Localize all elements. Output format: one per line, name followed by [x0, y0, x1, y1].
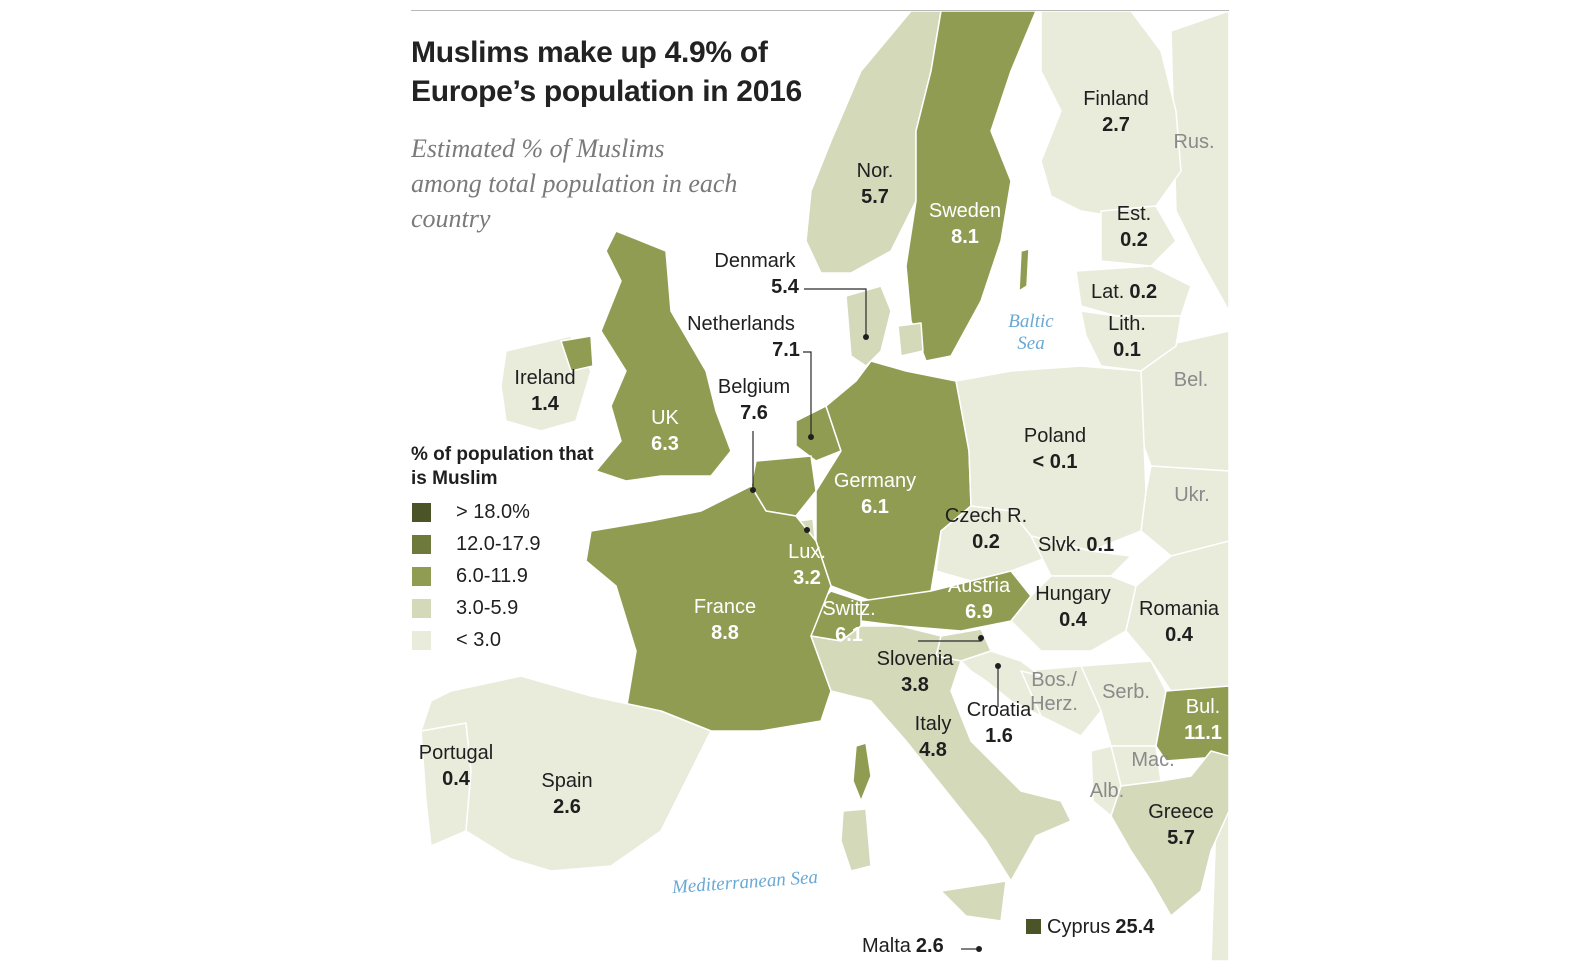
legend-swatch: [412, 567, 431, 586]
region-uk: [595, 230, 732, 482]
region-russia-west: [1170, 11, 1229, 961]
map-legend: % of population that is Muslim > 18.0% 1…: [411, 443, 611, 657]
label-uk: UK 6.3: [651, 407, 679, 455]
leader-dot-belgium: [750, 487, 756, 493]
legend-swatch: [412, 535, 431, 554]
europe-map: [420, 11, 1229, 961]
region-estonia: [1100, 205, 1177, 267]
label-bosnia: Bos./ Herz.: [1030, 669, 1078, 715]
label-austria: Austria 6.9: [947, 575, 1011, 623]
region-denmark: [845, 285, 892, 367]
region-poland: [955, 365, 1147, 552]
label-ireland: Ireland 1.4: [514, 367, 576, 415]
label-lithuania: Lith. 0.1: [1108, 313, 1146, 361]
region-bulgaria: [1155, 685, 1229, 762]
label-spain: Spain 2.6: [541, 770, 593, 818]
legend-swatch: [412, 599, 431, 618]
label-slovenia: Slovenia 3.8: [876, 648, 954, 696]
legend-item: > 18.0%: [411, 498, 611, 529]
region-spain: [420, 675, 712, 872]
legend-item: < 3.0: [411, 626, 611, 657]
label-macedonia: Mac.: [1131, 749, 1175, 771]
leader-denmark: [804, 288, 867, 336]
legend-label: > 18.0%: [456, 501, 530, 523]
label-baltic-sea: Baltic Sea: [1008, 311, 1054, 354]
label-sweden: Sweden 8.1: [928, 200, 1002, 248]
leader-dot-croatia: [995, 663, 1001, 669]
region-northern-ireland: [560, 335, 594, 372]
label-bulgaria: Bul. 11.1: [1184, 696, 1222, 744]
label-norway: Nor. 5.7: [856, 160, 894, 208]
leader-dot-slovenia: [978, 635, 984, 641]
label-greece: Greece 5.7: [1148, 801, 1214, 849]
leader-netherlands: [803, 351, 812, 436]
label-albania: Alb.: [1089, 780, 1125, 802]
region-greece: [1110, 750, 1229, 917]
region-sardinia: [840, 808, 872, 872]
region-croatia: [960, 650, 1042, 717]
map-subtitle: Estimated % of Muslims among total popul…: [411, 134, 738, 233]
label-serbia: Serb.: [1102, 681, 1150, 703]
label-switzerland: Switz. 6.1: [822, 598, 876, 646]
legend-label: < 3.0: [456, 629, 502, 651]
legend-swatch: [412, 631, 431, 650]
region-lithuania: [1080, 310, 1182, 372]
leader-dot-netherlands: [808, 434, 814, 440]
region-slovakia: [1030, 535, 1132, 577]
legend-swatch: [412, 503, 431, 522]
label-france: France 8.8: [693, 596, 757, 644]
label-czech: Czech R. 0.2: [944, 505, 1028, 553]
label-slovakia: Slvk. 0.1: [1038, 534, 1115, 556]
legend-label: 6.0-11.9: [456, 565, 528, 587]
legend-label: 12.0-17.9: [456, 533, 541, 555]
label-cyprus: Cyprus 25.4: [1026, 914, 1154, 940]
label-estonia: Est. 0.2: [1116, 203, 1152, 251]
label-belgium: Belgium 7.6: [717, 376, 791, 424]
leader-dot-malta: [976, 946, 982, 952]
label-belarus: Bel.: [1173, 369, 1209, 391]
label-russia: Rus.: [1173, 131, 1215, 153]
label-malta: Malta 2.6: [862, 935, 944, 957]
region-gotland: [1018, 248, 1030, 292]
cyprus-swatch: [1026, 919, 1041, 934]
label-denmark: Denmark 5.4: [714, 250, 799, 298]
label-hungary: Hungary 0.4: [1035, 583, 1111, 631]
label-poland: Poland < 0.1: [1023, 425, 1087, 473]
map-card: Muslims make up 4.9% of Europe’s populat…: [411, 10, 1229, 961]
label-croatia: Croatia 1.6: [966, 699, 1032, 747]
leader-dot-denmark: [863, 334, 869, 340]
legend-title: % of population that is Muslim: [411, 444, 594, 489]
legend-item: 6.0-11.9: [411, 562, 611, 593]
legend-item: 12.0-17.9: [411, 530, 611, 561]
label-ukraine: Ukr.: [1174, 484, 1210, 506]
region-sicily: [940, 880, 1007, 922]
legend-label: 3.0-5.9: [456, 597, 519, 619]
region-romania: [1125, 540, 1229, 692]
label-luxembourg: Lux. 3.2: [788, 541, 826, 589]
region-zealand: [897, 322, 924, 357]
label-germany: Germany 6.1: [833, 470, 917, 518]
label-finland: Finland 2.7: [1083, 88, 1149, 136]
label-portugal: Portugal 0.4: [418, 742, 494, 790]
region-sweden: [905, 11, 1037, 362]
region-netherlands: [795, 405, 842, 462]
map-title: Muslims make up 4.9% of Europe’s populat…: [411, 36, 802, 108]
region-corsica: [852, 742, 872, 802]
region-italy: [810, 625, 1072, 882]
label-romania: Romania 0.4: [1138, 598, 1220, 646]
label-netherlands: Netherlands 7.1: [687, 313, 800, 361]
label-italy: Italy 4.8: [914, 713, 952, 761]
leader-dot-luxembourg: [804, 527, 810, 533]
label-latvia: Lat. 0.2: [1091, 281, 1158, 303]
legend-item: 3.0-5.9: [411, 594, 611, 625]
